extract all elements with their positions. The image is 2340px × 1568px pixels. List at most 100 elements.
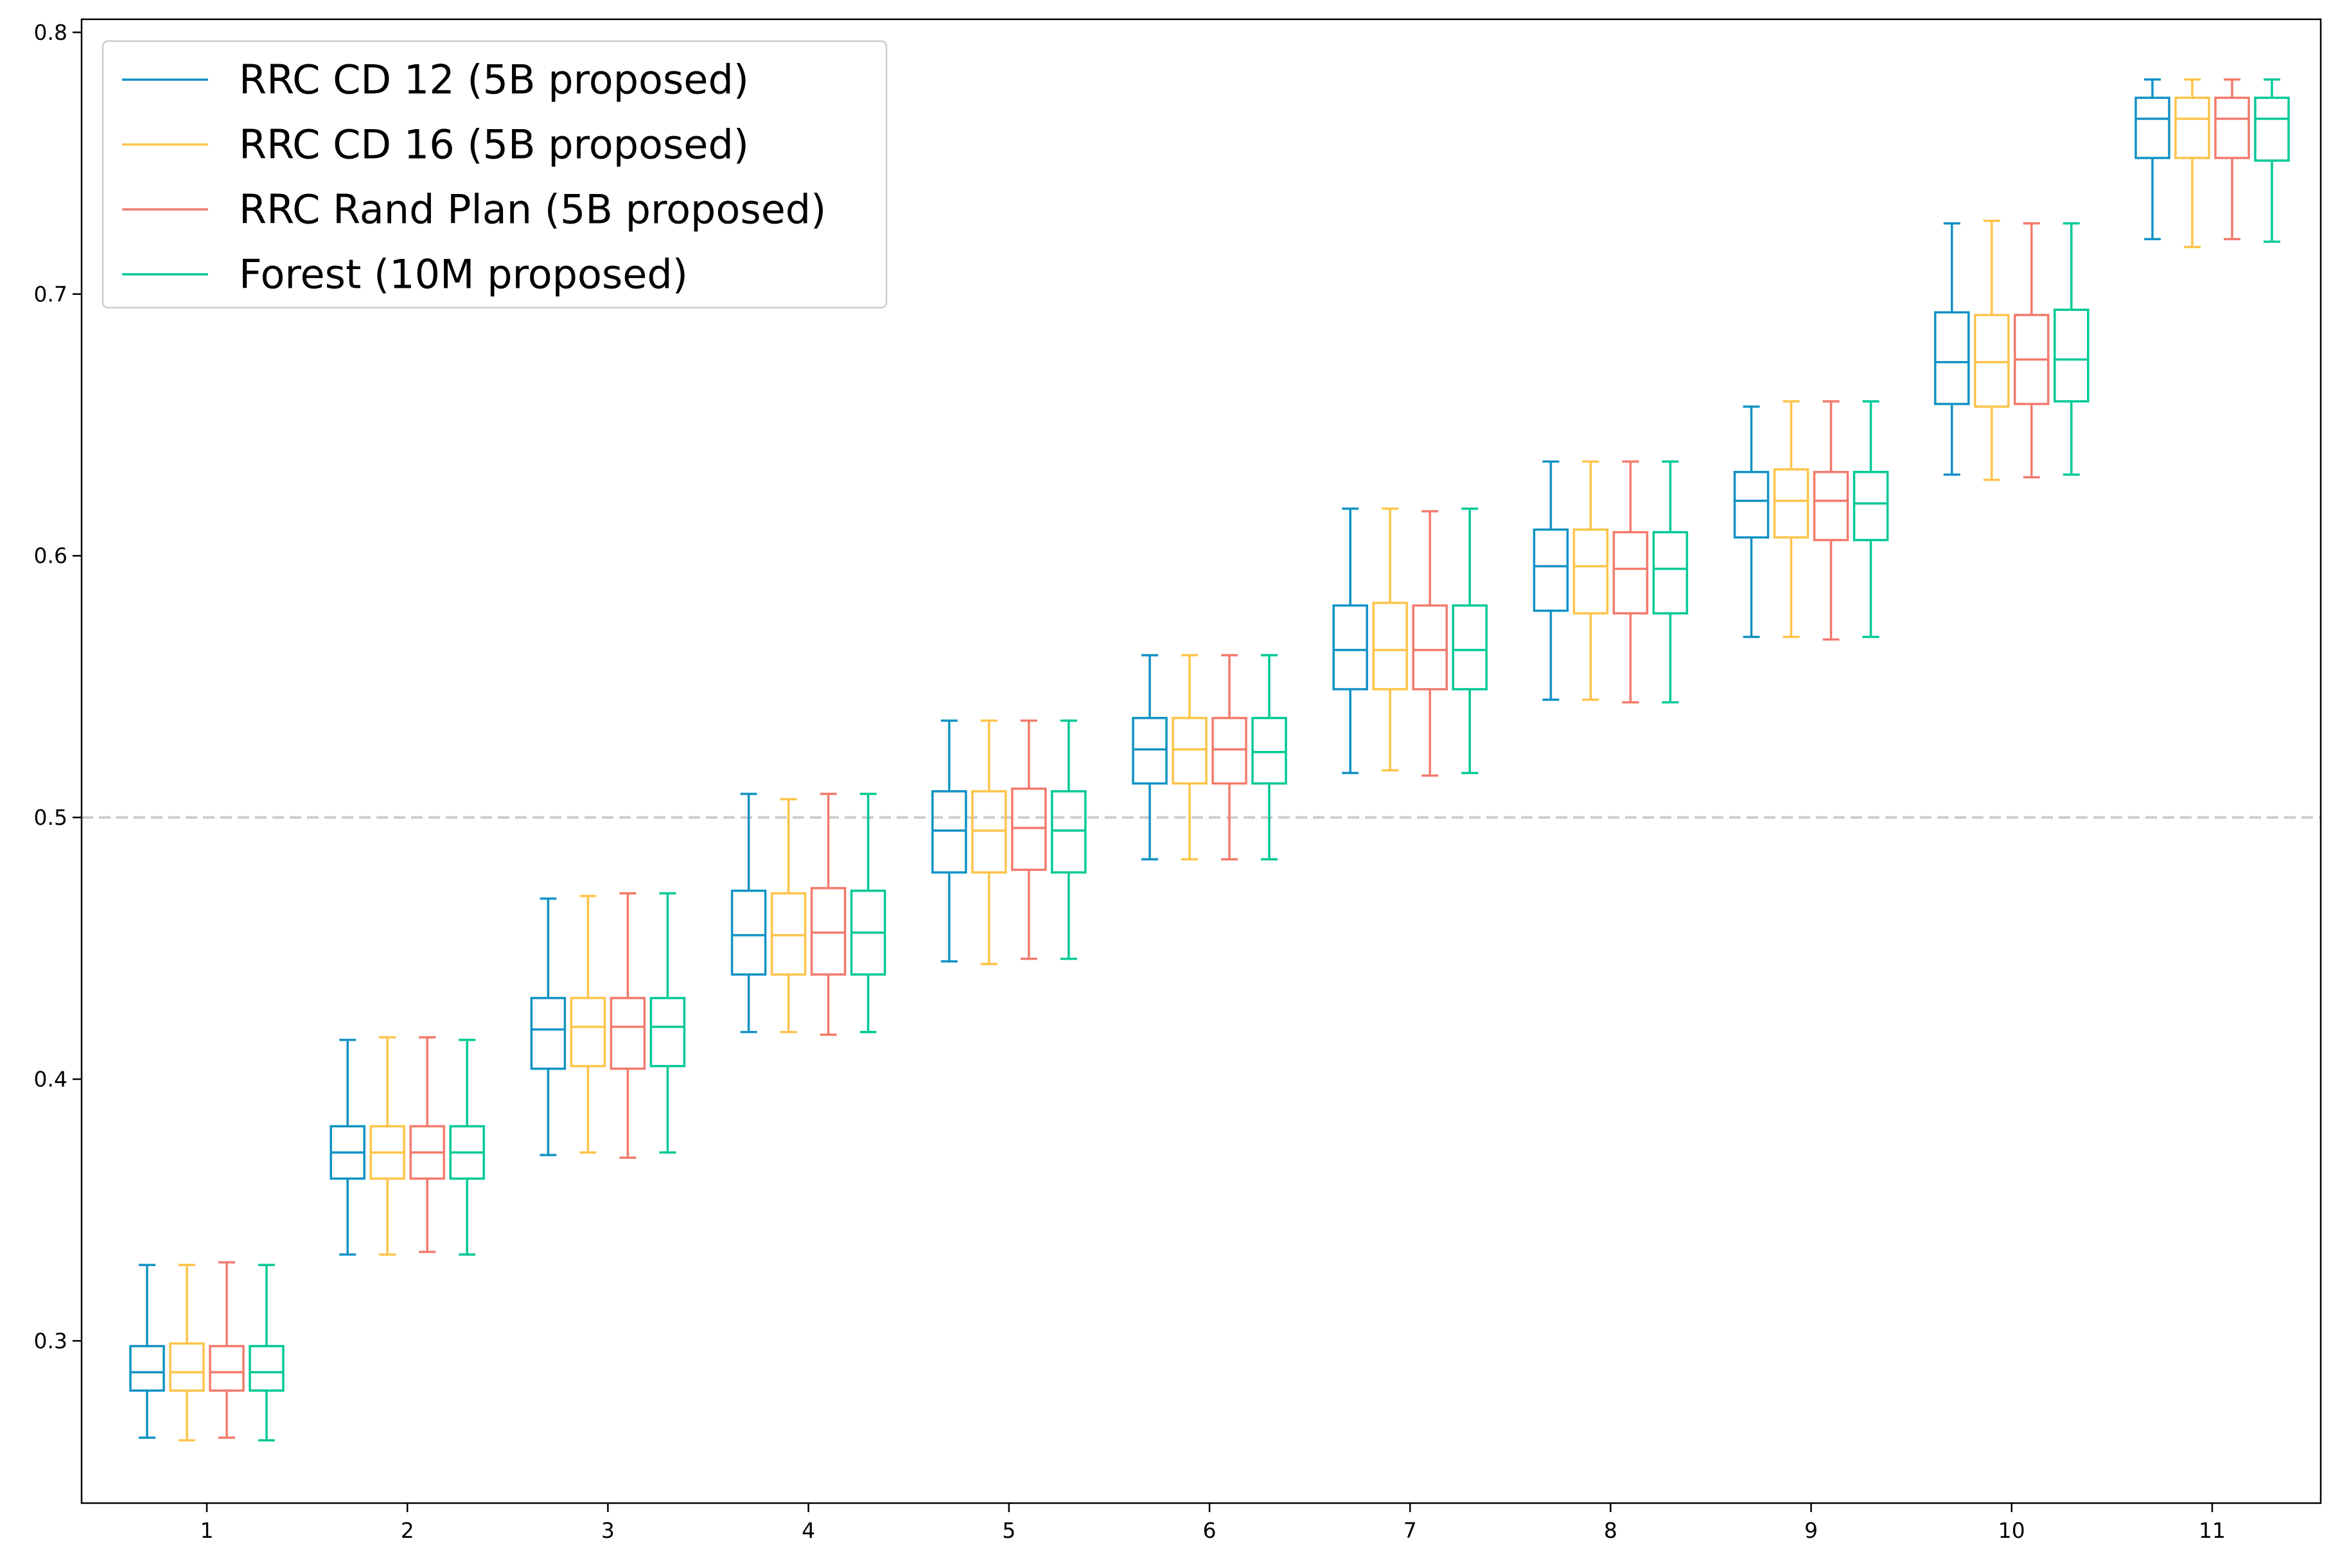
box-2-10 bbox=[1974, 219, 2010, 481]
box-body bbox=[570, 996, 606, 1068]
box-body bbox=[730, 889, 767, 976]
box-2-6 bbox=[1172, 654, 1208, 861]
series-group-4 bbox=[249, 78, 2290, 1441]
box-1-9 bbox=[1733, 405, 1770, 639]
box-3-7 bbox=[1412, 510, 1448, 777]
box-body bbox=[1733, 471, 1770, 539]
legend-frame bbox=[101, 40, 888, 309]
box-body bbox=[971, 790, 1007, 874]
box-body bbox=[1852, 471, 1889, 542]
legend-label: Forest (10M proposed) bbox=[239, 251, 688, 298]
y-axis: 0.3 0.4 0.5 0.6 0.7 0.8 bbox=[34, 20, 82, 1353]
box-body bbox=[1813, 471, 1849, 542]
box-3-4 bbox=[810, 793, 847, 1036]
box-2-1 bbox=[169, 1264, 205, 1441]
box-4-2 bbox=[449, 1039, 485, 1256]
x-tick-label: 6 bbox=[1203, 1518, 1217, 1543]
series-group-3 bbox=[209, 78, 2250, 1439]
box-body bbox=[1934, 311, 1970, 405]
box-4-9 bbox=[1852, 400, 1889, 639]
box-body bbox=[1572, 528, 1609, 615]
box-2-7 bbox=[1372, 507, 1408, 772]
y-tick-label: 0.6 bbox=[34, 543, 67, 568]
box-3-8 bbox=[1612, 460, 1649, 704]
box-body bbox=[1132, 717, 1168, 785]
x-tick-label: 2 bbox=[401, 1518, 414, 1543]
box-2-5 bbox=[971, 719, 1007, 965]
box-1-1 bbox=[129, 1264, 165, 1439]
x-tick-label: 7 bbox=[1403, 1518, 1417, 1543]
box-4-10 bbox=[2054, 222, 2089, 476]
box-body bbox=[2054, 308, 2089, 403]
x-tick-label: 1 bbox=[200, 1518, 214, 1543]
box-4-6 bbox=[1251, 654, 1287, 861]
box-body bbox=[1251, 717, 1287, 785]
box-body bbox=[169, 1342, 205, 1392]
box-3-10 bbox=[2014, 222, 2050, 479]
box-1-10 bbox=[1934, 222, 1970, 476]
box-1-7 bbox=[1332, 507, 1368, 775]
box-2-3 bbox=[570, 895, 606, 1154]
box-4-8 bbox=[1652, 460, 1689, 704]
box-1-4 bbox=[730, 793, 767, 1034]
legend-label: RRC CD 16 (5B proposed) bbox=[239, 121, 749, 168]
series-group-1 bbox=[129, 78, 2170, 1439]
box-2-8 bbox=[1572, 460, 1609, 701]
x-tick-label: 10 bbox=[1998, 1518, 2025, 1543]
x-axis: 1 2 3 4 5 6 7 8 9 10 11 bbox=[200, 1503, 2226, 1543]
box-body bbox=[810, 886, 847, 976]
box-body bbox=[1974, 313, 2010, 408]
box-3-11 bbox=[2214, 78, 2250, 240]
box-body bbox=[1011, 788, 1047, 871]
box-body bbox=[649, 996, 686, 1068]
box-body bbox=[1332, 604, 1368, 691]
box-4-4 bbox=[850, 793, 886, 1034]
series-group-2 bbox=[169, 78, 2210, 1441]
box-1-11 bbox=[2134, 78, 2170, 240]
box-body bbox=[2214, 96, 2250, 159]
box-body bbox=[2174, 96, 2210, 159]
box-2-11 bbox=[2174, 78, 2210, 249]
box-3-3 bbox=[610, 892, 646, 1159]
plot-area-frame bbox=[80, 18, 2322, 1504]
box-1-6 bbox=[1132, 654, 1168, 861]
x-tick-label: 4 bbox=[802, 1518, 815, 1543]
box-3-9 bbox=[1813, 400, 1849, 641]
x-tick-label: 9 bbox=[1804, 1518, 1818, 1543]
box-4-7 bbox=[1452, 507, 1488, 775]
box-body bbox=[770, 892, 807, 976]
x-tick-label: 11 bbox=[2199, 1518, 2226, 1543]
box-body bbox=[1612, 531, 1649, 615]
box-body bbox=[1172, 717, 1208, 785]
box-2-2 bbox=[369, 1036, 405, 1256]
x-tick-label: 5 bbox=[1002, 1518, 1016, 1543]
box-body bbox=[931, 790, 967, 874]
box-1-2 bbox=[330, 1039, 365, 1256]
box-body bbox=[2254, 96, 2290, 162]
box-body bbox=[530, 996, 567, 1070]
legend-label: RRC Rand Plan (5B proposed) bbox=[239, 186, 826, 233]
box-4-11 bbox=[2254, 78, 2290, 243]
legend: RRC CD 12 (5B proposed) RRC CD 16 (5B pro… bbox=[101, 40, 888, 309]
box-3-6 bbox=[1211, 654, 1247, 861]
y-tick-label: 0.3 bbox=[34, 1328, 67, 1353]
boxes-layer bbox=[129, 78, 2290, 1441]
box-1-3 bbox=[530, 897, 567, 1156]
box-body bbox=[209, 1344, 245, 1392]
legend-label: RRC CD 12 (5B proposed) bbox=[239, 57, 749, 103]
box-2-9 bbox=[1773, 400, 1809, 639]
box-4-5 bbox=[1051, 719, 1087, 960]
box-body bbox=[1773, 468, 1809, 539]
x-tick-label: 3 bbox=[601, 1518, 615, 1543]
box-1-8 bbox=[1533, 460, 1569, 701]
box-body bbox=[1452, 604, 1488, 691]
y-tick-label: 0.8 bbox=[34, 20, 67, 45]
y-tick-label: 0.5 bbox=[34, 805, 67, 830]
x-tick-label: 8 bbox=[1604, 1518, 1617, 1543]
box-body bbox=[1372, 601, 1408, 691]
box-3-2 bbox=[409, 1036, 445, 1253]
box-body bbox=[1412, 604, 1448, 691]
box-body bbox=[129, 1344, 165, 1392]
box-4-3 bbox=[649, 892, 686, 1154]
